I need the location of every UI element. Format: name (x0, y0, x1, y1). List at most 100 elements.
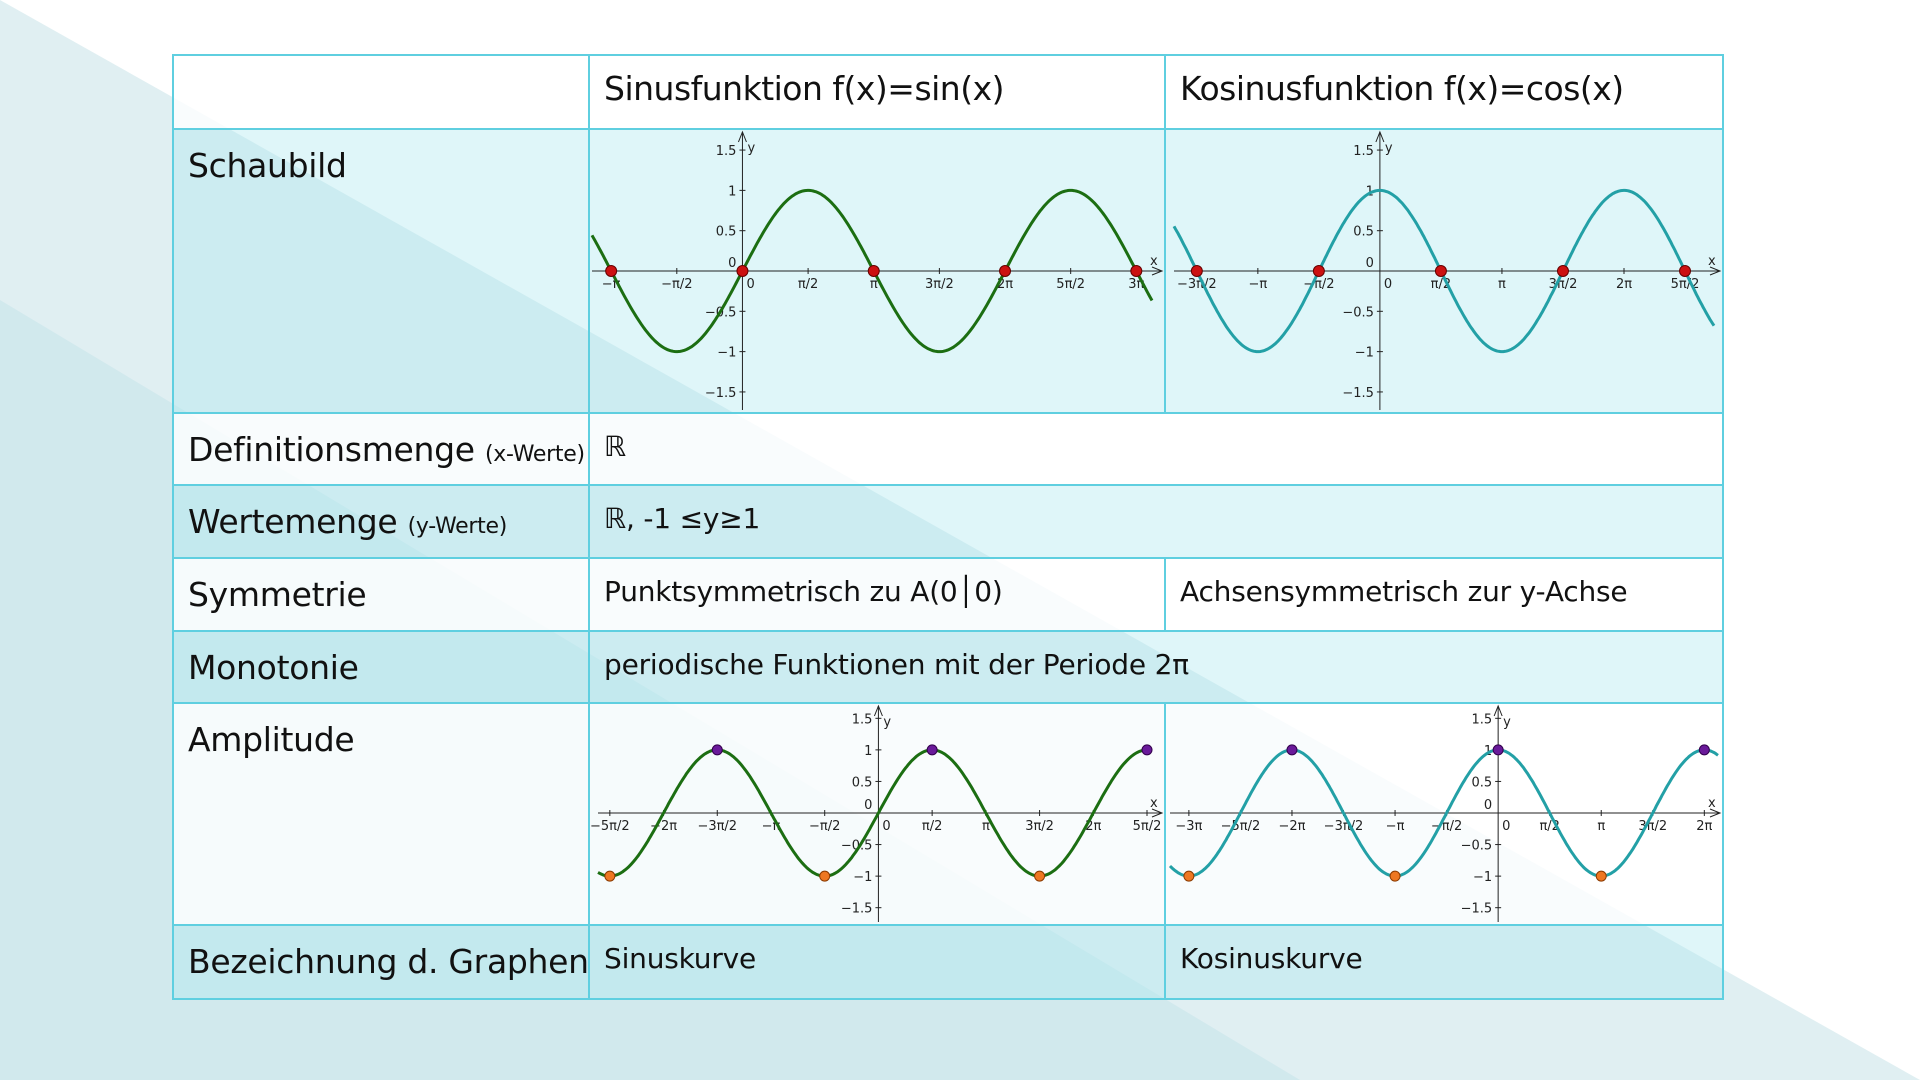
x-axis-arrow-icon (1151, 266, 1163, 276)
x-tick-label: 2π (1696, 819, 1712, 834)
y-tick-label: 0.5 (1353, 225, 1374, 240)
x-axis-arrow-icon (1709, 266, 1721, 276)
header-sin-cell: Sinusfunktion f(x)=sin(x) (588, 54, 1166, 130)
plot-svg: xy−3π/2 −π −π/2 0 π/2 π 3π/2 2π 5π/21.510.50−0.5… (1172, 131, 1721, 410)
x-tick-label: 3π/2 (925, 277, 954, 292)
schaubild-row: Schaubild x y −π −π/2 0 π/2 π 3π/2 2π 5π/2 3π 1.5 1 0… (172, 128, 1724, 414)
zero-point (1679, 265, 1692, 277)
y-axis-arrow-icon (1375, 131, 1385, 143)
minimum-point (819, 870, 831, 882)
y-axis-label: y (1385, 141, 1393, 156)
x-axis-label: x (1708, 796, 1716, 811)
zero-point (1190, 265, 1203, 277)
header-empty-cell (172, 54, 590, 130)
x-tick-label: 2π (1616, 277, 1632, 292)
x-tick-label: 0 (882, 819, 890, 834)
zero-point (1312, 265, 1325, 277)
cos-title: Kosinusfunktion f(x)=cos(x) (1180, 69, 1624, 108)
y-tick-label: 0 (864, 798, 872, 813)
plot-svg: xy−3π −5π/2 −2π −3π/2 −π −π/2 0 π/2 π 3π/2 2π1.510… (1168, 705, 1721, 922)
symmetrie-sin-value: Punktsymmetrisch zu A(0│0) (604, 575, 1003, 608)
x-tick-label: 0 (1384, 277, 1392, 292)
x-tick-label: −π/2 (809, 819, 840, 834)
monotonie-value: periodische Funktionen mit der Periode 2… (604, 648, 1189, 681)
x-tick-label: −π/2 (1303, 277, 1334, 292)
symmetrie-cos-cell: Achsensymmetrisch zur y-Achse (1164, 557, 1724, 632)
bezeichnung-cos-value: Kosinuskurve (1180, 942, 1363, 975)
x-axis-label: x (1150, 796, 1158, 811)
amplitude-sin-cell: x y −5π/2 −2π −3π/2 −π −π/2 0 π/2 π 3π/2 2π 5π/2 1.5 1… (588, 702, 1166, 926)
werte-value-cell: ℝ, -1 ≤y≥1 (588, 484, 1724, 559)
curve-line (1172, 188, 1716, 354)
y-axis-arrow-icon (737, 131, 747, 143)
definition-hint: (x-Werte) (485, 442, 585, 467)
y-axis-arrow-icon (873, 705, 883, 717)
symmetrie-cos-value: Achsensymmetrisch zur y-Achse (1180, 575, 1628, 608)
zero-point (867, 265, 880, 277)
minimum-point (1183, 870, 1195, 882)
zero-point (1434, 265, 1447, 277)
minimum-point (1389, 870, 1401, 882)
y-axis-label: y (1503, 715, 1511, 730)
y-axis-label: y (883, 715, 891, 730)
maximum-point (1492, 744, 1504, 756)
werte-label-cell: Wertemenge (y-Werte) (172, 484, 590, 559)
y-tick-label: −1 (1473, 870, 1492, 885)
y-tick-label: −1 (717, 346, 736, 361)
y-tick-label: −1.5 (841, 902, 873, 917)
y-tick-label: −0.5 (841, 839, 873, 854)
minimum-point (1034, 870, 1046, 882)
amplitude-label: Amplitude (188, 720, 355, 759)
y-tick-label: 0.5 (716, 225, 737, 240)
amplitude-label-cell: Amplitude (172, 702, 590, 926)
schaubild-label: Schaubild (188, 146, 347, 185)
werte-row: Wertemenge (y-Werte) ℝ, -1 ≤y≥1 (172, 484, 1724, 559)
y-tick-label: −1.5 (1342, 386, 1374, 401)
x-tick-label: π (982, 819, 990, 834)
x-tick-label: 0 (746, 277, 754, 292)
minimum-point (604, 870, 616, 882)
x-tick-label: −π (1248, 277, 1267, 292)
amplitude-cos-cell: x y −3π −5π/2 −2π −3π/2 −π −π/2 0 π/2 π 3π/2 2π 1.5 1 0… (1164, 702, 1724, 926)
bezeichnung-cos-cell: Kosinuskurve (1164, 924, 1724, 1000)
werte-hint: (y-Werte) (407, 514, 508, 539)
symmetrie-label-cell: Symmetrie (172, 557, 590, 632)
y-tick-label: −1 (853, 870, 872, 885)
maximum-point (711, 744, 723, 756)
x-tick-label: 5π/2 (1056, 277, 1085, 292)
x-tick-label: π (870, 277, 878, 292)
y-tick-label: 0.5 (852, 775, 873, 790)
x-axis-arrow-icon (1709, 808, 1721, 818)
sin-title: Sinusfunktion f(x)=sin(x) (604, 69, 1005, 108)
x-tick-label: 5π/2 (1133, 819, 1162, 834)
y-axis-label: y (747, 141, 755, 156)
x-tick-label: −2π (1278, 819, 1305, 834)
monotonie-label-cell: Monotonie (172, 630, 590, 704)
schaubild-label-cell: Schaubild (172, 128, 590, 414)
amplitude-row: Amplitude x y −5π/2 −2π −3π/2 −π −π/2 0 π/2 π 3π/2… (172, 702, 1724, 926)
monotonie-value-cell: periodische Funktionen mit der Periode 2… (588, 630, 1724, 704)
bezeichnung-label-cell: Bezeichnung d. Graphen (172, 924, 590, 1000)
maximum-point (1141, 744, 1153, 756)
definition-value: ℝ (604, 430, 626, 463)
x-tick-label: −5π/2 (590, 819, 630, 834)
comparison-table: Sinusfunktion f(x)=sin(x) Kosinusfunktio… (172, 54, 1724, 1000)
maximum-point (1286, 744, 1298, 756)
curve-line (597, 748, 1153, 878)
bezeichnung-sin-value: Sinuskurve (604, 942, 757, 975)
y-tick-label: −1.5 (705, 386, 737, 401)
monotonie-label: Monotonie (188, 648, 359, 687)
x-axis-label: x (1150, 254, 1158, 269)
y-tick-label: 1 (864, 744, 872, 759)
definition-row: Definitionsmenge (x-Werte) ℝ (172, 412, 1724, 486)
plot-svg: xy−π −π/2 0 π/2 π 3π/2 2π 5π/2 3π1.510.50−0.5−1−… (591, 131, 1163, 410)
x-tick-label: −3π/2 (697, 819, 737, 834)
y-tick-label: 0.5 (1471, 775, 1492, 790)
curve-line (1168, 748, 1719, 878)
y-tick-label: 0 (1366, 256, 1374, 271)
bezeichnung-row: Bezeichnung d. Graphen Sinuskurve Kosinu… (172, 924, 1724, 1000)
zero-point (1556, 265, 1569, 277)
y-tick-label: −1.5 (1461, 902, 1493, 917)
werte-label: Wertemenge (188, 502, 398, 541)
x-tick-label: 0 (1502, 819, 1510, 834)
